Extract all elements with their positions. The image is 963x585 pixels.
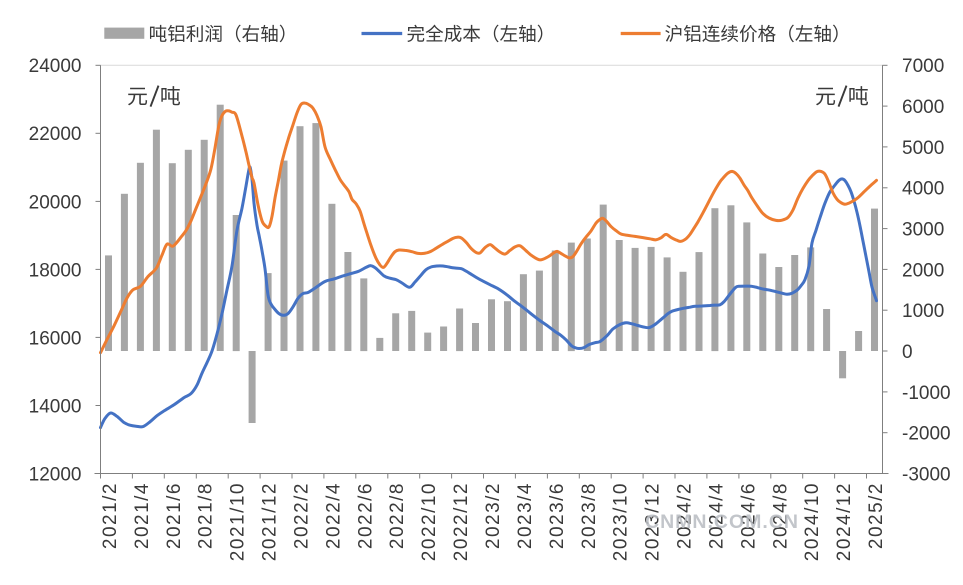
svg-text:2023/12: 2023/12 — [643, 482, 664, 561]
svg-text:2022/4: 2022/4 — [323, 482, 344, 549]
svg-text:2023/2: 2023/2 — [483, 482, 504, 549]
svg-text:3000: 3000 — [902, 220, 944, 241]
svg-text:2021/8: 2021/8 — [196, 482, 217, 549]
svg-text:24000: 24000 — [29, 56, 82, 77]
svg-text:2023/6: 2023/6 — [547, 482, 568, 549]
svg-text:2022/10: 2022/10 — [419, 482, 440, 561]
svg-text:2024/2: 2024/2 — [675, 482, 696, 549]
svg-text:2022/12: 2022/12 — [451, 482, 472, 561]
svg-text:16000: 16000 — [29, 328, 82, 349]
svg-text:2024/8: 2024/8 — [770, 482, 791, 549]
svg-text:5000: 5000 — [902, 138, 944, 159]
svg-text:2021/12: 2021/12 — [260, 482, 281, 561]
svg-text:4000: 4000 — [902, 179, 944, 200]
svg-text:22000: 22000 — [29, 124, 82, 145]
svg-text:-3000: -3000 — [902, 464, 951, 485]
svg-text:2025/2: 2025/2 — [866, 482, 887, 549]
svg-text:20000: 20000 — [29, 192, 82, 213]
svg-text:2024/10: 2024/10 — [802, 482, 823, 561]
svg-text:2023/8: 2023/8 — [579, 482, 600, 549]
svg-text:2021/2: 2021/2 — [100, 482, 121, 549]
svg-text:2024/6: 2024/6 — [738, 482, 759, 549]
svg-text:6000: 6000 — [902, 97, 944, 118]
svg-text:2023/4: 2023/4 — [515, 482, 536, 549]
svg-text:2022/8: 2022/8 — [387, 482, 408, 549]
svg-text:2024/12: 2024/12 — [834, 482, 855, 561]
svg-text:-1000: -1000 — [902, 383, 951, 404]
svg-text:2022/6: 2022/6 — [355, 482, 376, 549]
svg-text:14000: 14000 — [29, 396, 82, 417]
svg-text:CNMN.COM.CN: CNMN.COM.CN — [645, 511, 799, 533]
svg-text:0: 0 — [902, 342, 913, 363]
svg-text:2022/2: 2022/2 — [292, 482, 313, 549]
svg-text:7000: 7000 — [902, 56, 944, 77]
svg-text:2021/4: 2021/4 — [132, 482, 153, 549]
svg-text:2021/10: 2021/10 — [228, 482, 249, 561]
svg-text:18000: 18000 — [29, 260, 82, 281]
svg-text:2021/6: 2021/6 — [164, 482, 185, 549]
svg-text:-2000: -2000 — [902, 424, 951, 445]
svg-text:2000: 2000 — [902, 260, 944, 281]
svg-text:12000: 12000 — [29, 464, 82, 485]
svg-text:2023/10: 2023/10 — [611, 482, 632, 561]
svg-text:1000: 1000 — [902, 301, 944, 322]
svg-text:2024/4: 2024/4 — [706, 482, 727, 549]
